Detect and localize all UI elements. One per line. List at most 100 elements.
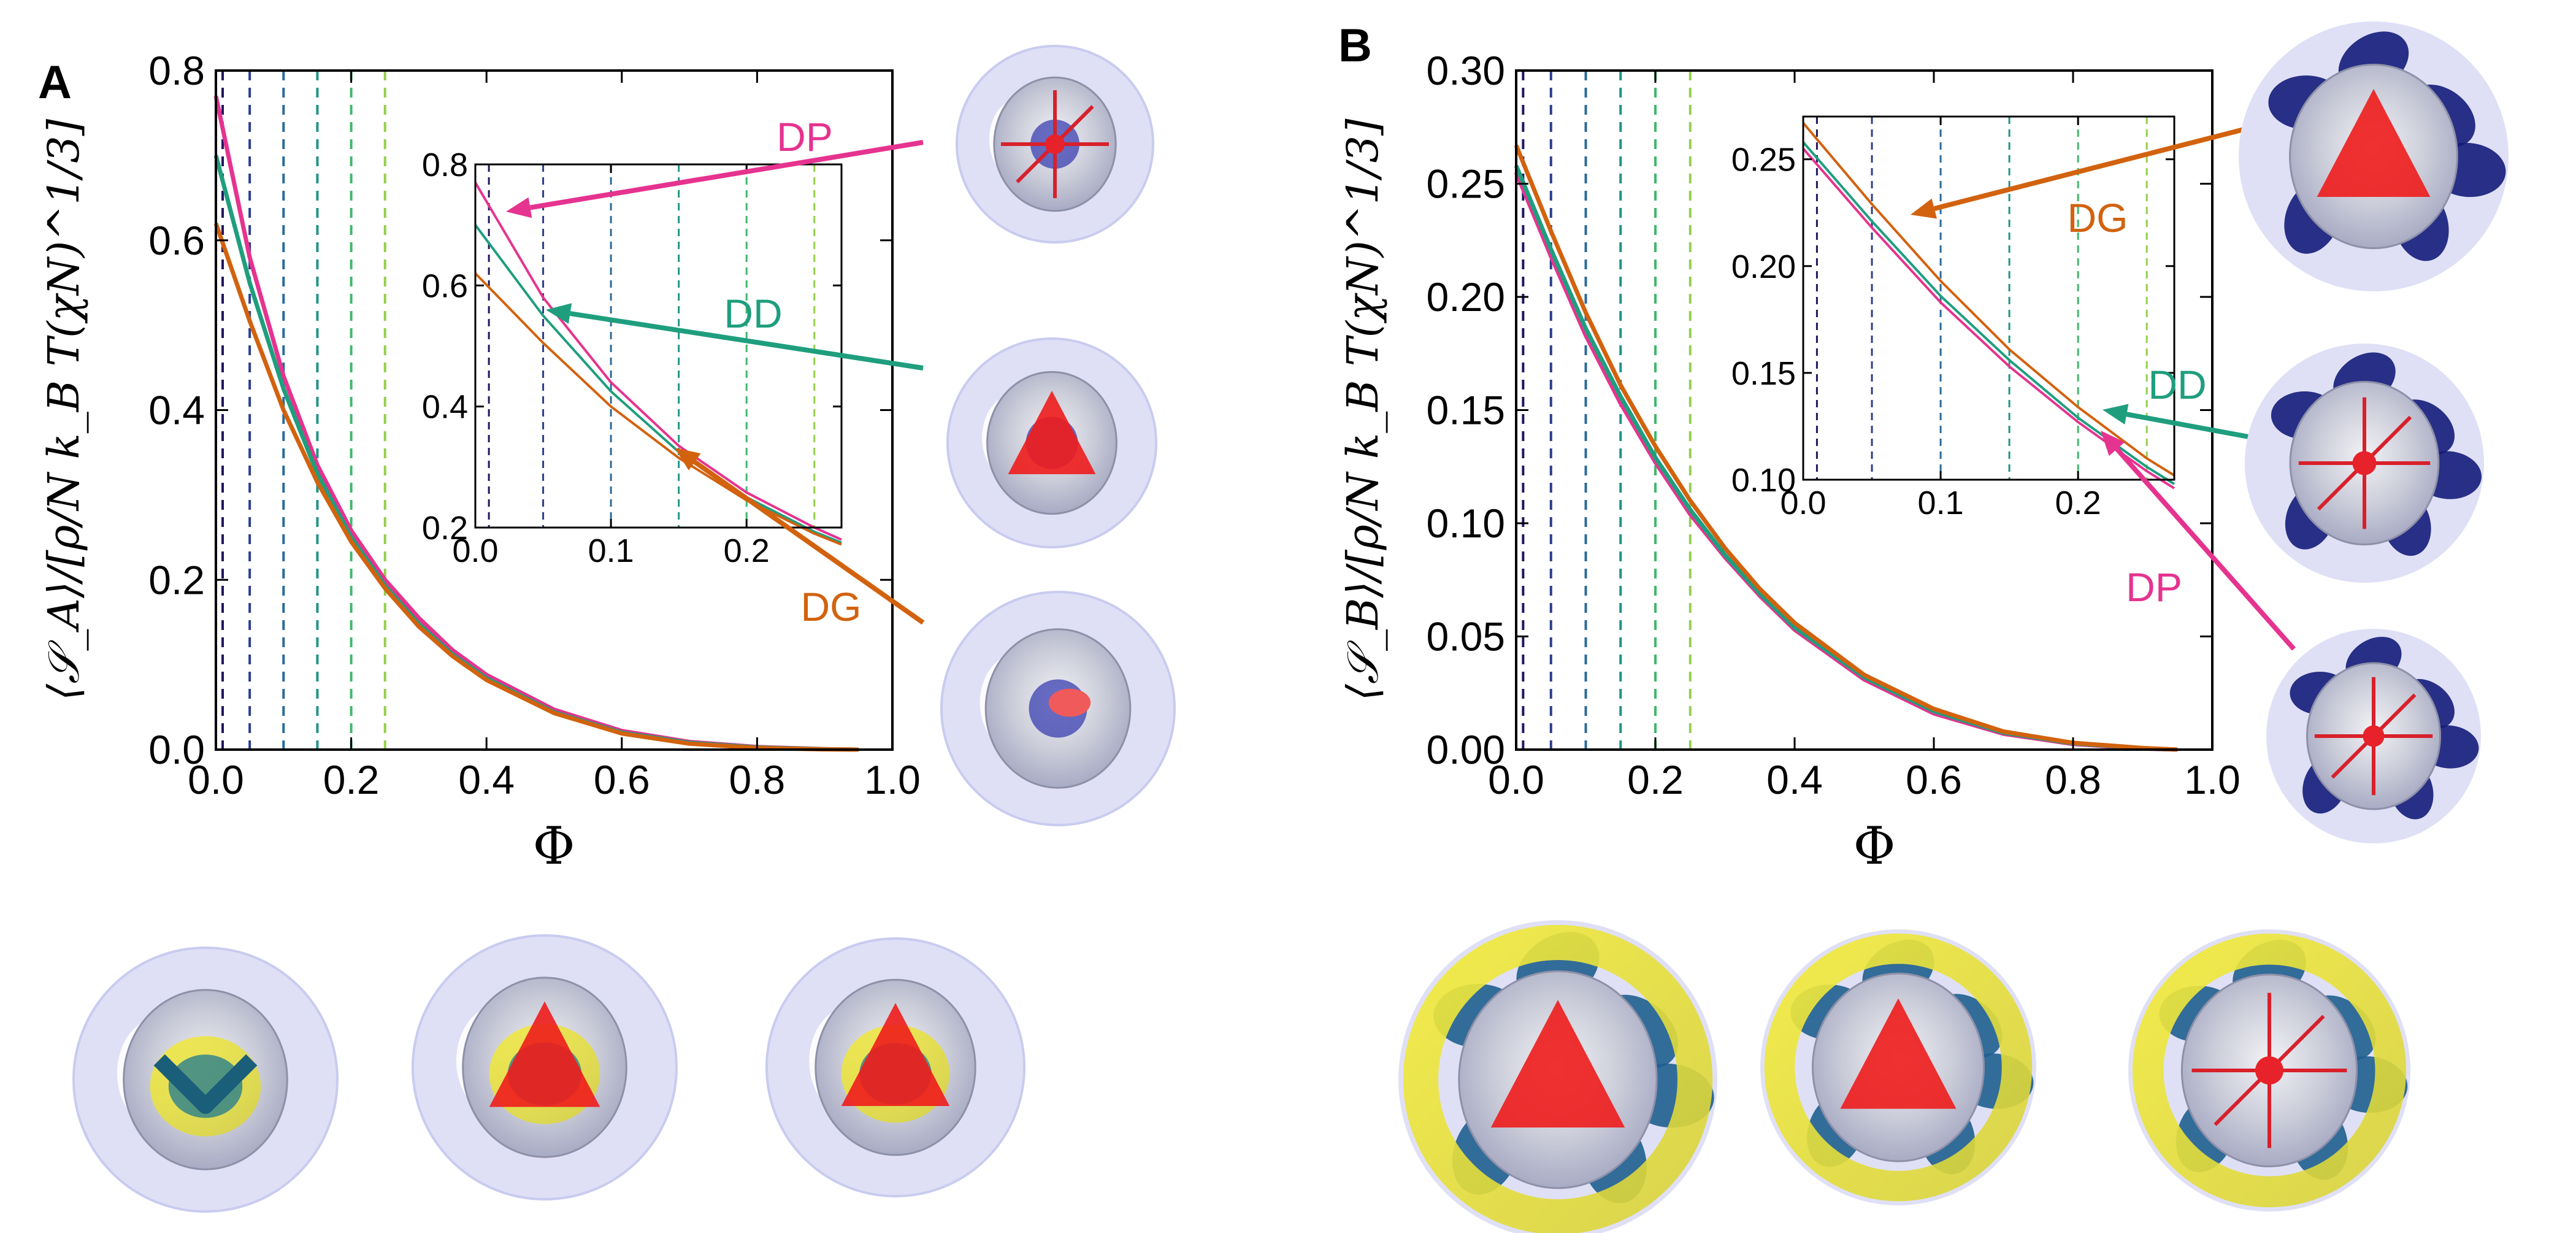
- annotation-arrow-dg-head: [675, 448, 701, 471]
- inset-y-tick-label: 0.4: [422, 389, 468, 426]
- skeleton-triangle: [1490, 1000, 1625, 1127]
- skeleton-blob: [1048, 688, 1091, 717]
- x-tick-label: 0.4: [1766, 757, 1823, 802]
- y-tick-label: 0.15: [1427, 388, 1505, 433]
- yellow-band: [1403, 924, 1713, 1233]
- inset-series-dp: [1802, 147, 2175, 490]
- skeleton-node: [2352, 451, 2377, 475]
- inset-y-tick-label: 0.2: [422, 510, 468, 547]
- annotation-arrow-dp-shaft: [2115, 447, 2296, 651]
- skeleton-node: [2255, 1056, 2283, 1085]
- skeleton-triangle: [841, 1003, 950, 1106]
- x-tick-label: 0.2: [323, 757, 380, 802]
- render-B-DG: [2239, 21, 2509, 291]
- y-tick-label: 0.4: [148, 388, 205, 433]
- y-tick-label: 0.30: [1427, 48, 1505, 93]
- render-A-3: [765, 937, 1025, 1197]
- annotation-dp: DP: [2126, 564, 2182, 610]
- annotation-arrow-dd-head: [546, 303, 572, 324]
- inset-series-dd: [1802, 141, 2175, 485]
- skeleton-triangle: [1840, 998, 1957, 1109]
- render-B-3: [2128, 929, 2410, 1212]
- annotation-dg: DG: [2068, 195, 2128, 240]
- inset-x-tick-label: 0.2: [2055, 485, 2101, 521]
- inset-y-tick-label: 0.6: [422, 267, 468, 304]
- y-axis-label: ⟨𝒮_A⟩/[ρ/N k_B T(χN)^1/3]: [39, 118, 89, 701]
- render-B-DD: [2245, 344, 2484, 583]
- inset-x-tick-label: 0.0: [1780, 485, 1826, 521]
- y-tick-label: 0.05: [1427, 614, 1505, 659]
- render-A-2: [412, 934, 678, 1200]
- panel-letter: B: [1338, 20, 1372, 72]
- inset-x-tick-label: 0.1: [588, 532, 634, 569]
- skeleton-node: [2363, 725, 2385, 747]
- annotation-arrow-dg-head: [1911, 198, 1937, 219]
- inset-x-tick-label: 0.1: [1918, 485, 1964, 521]
- y-tick-label: 0.20: [1427, 274, 1505, 320]
- annotation-dd: DD: [724, 291, 782, 336]
- render-B-1: [1398, 920, 1717, 1233]
- panel-b: 0.0 0.2 0.4 0.6 0.8 1.0 0.00 0.05 0.10 0.15 0.20 0.…: [1338, 20, 2296, 876]
- series-dg: [1514, 144, 2178, 752]
- render-B-2: [1760, 929, 2036, 1205]
- x-axis-label: Φ: [533, 816, 575, 876]
- render-A-DG: [940, 591, 1176, 826]
- annotation-arrow-dd-shaft: [569, 311, 924, 371]
- x-tick-label: 0.6: [1906, 757, 1962, 802]
- inset-background: [1803, 117, 2174, 480]
- annotation-arrow-dp-head: [2101, 431, 2125, 456]
- annotation-arrow-dg-shaft: [693, 459, 925, 625]
- y-tick-label: 0.25: [1427, 161, 1505, 207]
- y-tick-label: 0.8: [148, 48, 205, 93]
- skeleton-node: [1045, 134, 1065, 154]
- annotation-arrow-dd-head: [2103, 404, 2129, 424]
- skeleton-triangle: [2317, 89, 2431, 197]
- render-A-DD: [946, 337, 1157, 548]
- y-tick-label: 0.2: [148, 557, 205, 602]
- x-axis-label: Φ: [1853, 816, 1896, 876]
- inset-series-dg: [474, 272, 842, 546]
- x-tick-label: 0.6: [594, 757, 650, 802]
- x-tick-label: 1.0: [2184, 757, 2241, 802]
- annotation-arrow-dp-head: [506, 197, 532, 218]
- x-tick-label: 0.0: [1488, 757, 1544, 802]
- annotation-arrow-dg-shaft: [1933, 125, 2252, 211]
- annotation-arrow-dp-shaft: [529, 140, 924, 210]
- annotation-dp: DP: [776, 114, 833, 159]
- x-tick-label: 0.8: [2045, 757, 2101, 802]
- skeleton-triangle: [1008, 391, 1096, 474]
- inset-x-tick-label: 0.0: [452, 532, 498, 569]
- inset-y-tick-label: 0.15: [1731, 355, 1796, 392]
- annotation-dg: DG: [801, 584, 862, 629]
- panel-a: 0.0 0.2 0.4 0.6 0.8 1.00.00.20.40.60.80.0 0.1 0…: [38, 48, 925, 876]
- x-tick-label: 0.8: [729, 757, 786, 802]
- render-B-DP: [2266, 629, 2481, 843]
- inset-series-dg: [1802, 122, 2175, 477]
- inset-y-tick-label: 0.20: [1731, 248, 1796, 285]
- inset-axes-frame: [474, 163, 843, 529]
- x-tick-label: 0.4: [458, 757, 515, 802]
- y-axis-label: ⟨𝒮_B⟩/[ρ/N k_B T(χN)^1/3]: [1338, 118, 1388, 701]
- inset-x-tick-label: 0.2: [724, 532, 770, 569]
- y-tick-label: 0.00: [1427, 727, 1505, 772]
- x-tick-label: 0.2: [1627, 757, 1684, 802]
- yellow-band: [1764, 933, 2033, 1202]
- teal-region: [168, 1054, 243, 1118]
- x-tick-label: 0.0: [188, 757, 244, 802]
- render-A-DP: [956, 45, 1154, 244]
- inset-y-tick-label: 0.10: [1731, 462, 1796, 499]
- x-tick-label: 1.0: [864, 757, 921, 802]
- render-A-1: [72, 947, 339, 1213]
- inset-y-tick-label: 0.25: [1731, 142, 1796, 179]
- y-tick-label: 0.0: [148, 727, 205, 772]
- y-tick-label: 0.10: [1427, 501, 1505, 546]
- panel-letter: A: [38, 56, 72, 109]
- inset-y-tick-label: 0.8: [422, 147, 468, 183]
- annotation-dd: DD: [2148, 362, 2206, 407]
- structure-renders: [72, 21, 2509, 1233]
- skeleton-triangle: [489, 1001, 600, 1107]
- series-dg: [213, 222, 859, 752]
- y-tick-label: 0.6: [148, 218, 205, 263]
- yellow-band: [2132, 933, 2407, 1208]
